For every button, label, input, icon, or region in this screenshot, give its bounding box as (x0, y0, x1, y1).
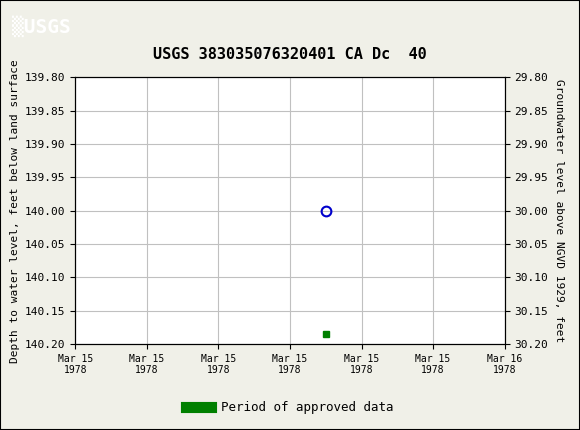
Legend: Period of approved data: Period of approved data (181, 396, 399, 419)
Y-axis label: Depth to water level, feet below land surface: Depth to water level, feet below land su… (10, 59, 20, 362)
Text: ▒USGS: ▒USGS (12, 15, 70, 37)
Y-axis label: Groundwater level above NGVD 1929, feet: Groundwater level above NGVD 1929, feet (554, 79, 564, 342)
Text: USGS 383035076320401 CA Dc  40: USGS 383035076320401 CA Dc 40 (153, 47, 427, 62)
